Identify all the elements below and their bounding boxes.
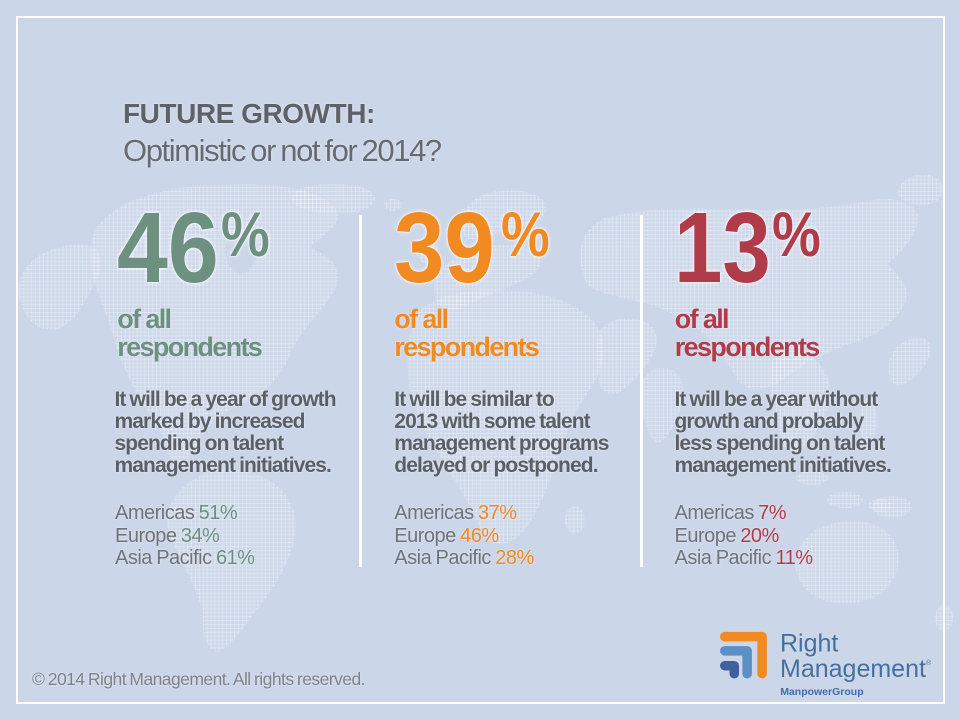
- svg-text:ManpowerGroup: ManpowerGroup: [780, 686, 863, 698]
- svg-text:Right: Right: [780, 630, 838, 658]
- svg-text:Management®: Management®: [780, 655, 932, 683]
